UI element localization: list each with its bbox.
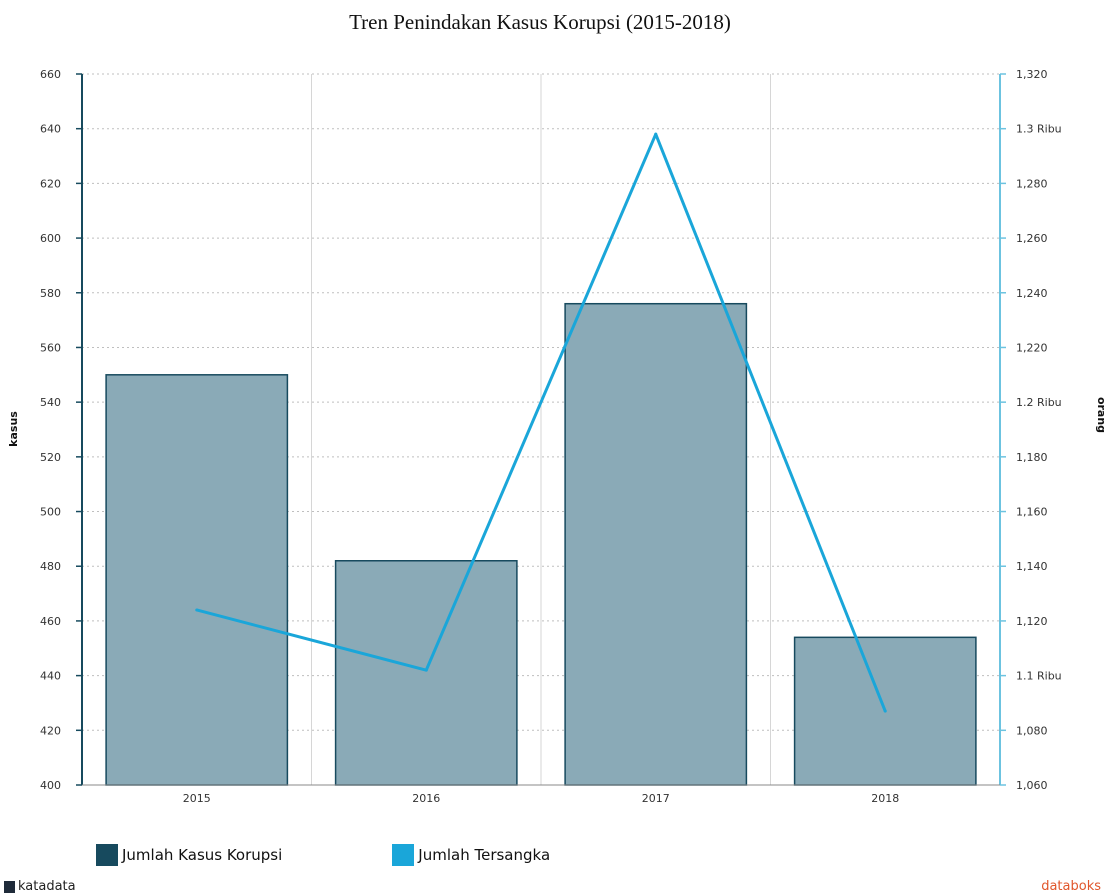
left-tick-label: 620 xyxy=(40,177,61,190)
katadata-icon xyxy=(4,880,15,893)
bar xyxy=(334,560,518,786)
left-tick-label: 540 xyxy=(40,396,61,409)
x-tick-label: 2018 xyxy=(871,792,899,805)
x-tick-label: 2017 xyxy=(642,792,670,805)
x-axis-ticks: 2015 2016 2017 2018 xyxy=(183,792,900,805)
legend-label-line: Jumlah Tersangka xyxy=(418,846,551,864)
legend-label-bar: Jumlah Kasus Korupsi xyxy=(122,846,283,864)
right-tick-label: 1,240 xyxy=(1016,287,1048,300)
databoks-logo: databoks xyxy=(1041,879,1101,894)
left-tick-label: 640 xyxy=(40,123,61,136)
series-line xyxy=(196,132,887,712)
legend-item-line[interactable]: Jumlah Tersangka xyxy=(392,844,550,866)
right-tick-label: 1,160 xyxy=(1016,506,1048,519)
left-tick-label: 460 xyxy=(40,615,61,628)
legend-swatch-bar xyxy=(96,844,118,866)
x-tick-label: 2015 xyxy=(183,792,211,805)
katadata-logo: katadata xyxy=(4,879,76,894)
right-tick-label: 1,280 xyxy=(1016,177,1048,190)
legend: Jumlah Kasus Korupsi Jumlah Tersangka xyxy=(96,842,550,868)
right-tick-label: 1.3 Ribu xyxy=(1016,123,1062,136)
left-tick-label: 440 xyxy=(40,670,61,683)
right-tick-label: 1,180 xyxy=(1016,451,1048,464)
katadata-text: katadata xyxy=(18,879,76,894)
right-tick-label: 1.1 Ribu xyxy=(1016,670,1062,683)
left-tick-label: 560 xyxy=(40,341,61,354)
left-tick-label: 520 xyxy=(40,451,61,464)
left-tick-label: 400 xyxy=(40,779,61,792)
axes xyxy=(81,74,1001,786)
right-axis-title: orang xyxy=(1095,397,1108,433)
right-tick-label: 1,120 xyxy=(1016,615,1048,628)
bar xyxy=(105,374,289,786)
bar-series xyxy=(105,302,977,786)
bar xyxy=(564,302,748,786)
right-tick-label: 1,060 xyxy=(1016,779,1048,792)
left-tick-label: 600 xyxy=(40,232,61,245)
left-tick-label: 420 xyxy=(40,724,61,737)
left-tick-label: 660 xyxy=(40,68,61,81)
bar xyxy=(793,636,977,786)
left-axis-ticks: 400 420 440 460 480 500 520 540 560 580 600 620 640 6… xyxy=(40,68,82,792)
left-tick-label: 580 xyxy=(40,287,61,300)
right-axis-ticks: 1,060 1,080 1.1 Ribu 1,120 1,140 1,160 1,180 1.… xyxy=(1000,68,1062,792)
line-series xyxy=(195,132,887,713)
right-tick-label: 1,140 xyxy=(1016,560,1048,573)
right-tick-label: 1,220 xyxy=(1016,341,1048,354)
legend-swatch-line xyxy=(392,844,415,866)
line-point xyxy=(883,709,887,713)
right-tick-label: 1,080 xyxy=(1016,724,1048,737)
right-tick-label: 1.2 Ribu xyxy=(1016,396,1062,409)
left-axis-title: kasus xyxy=(7,411,20,447)
left-tick-label: 500 xyxy=(40,506,61,519)
line-point xyxy=(195,608,199,612)
left-tick-label: 480 xyxy=(40,560,61,573)
line-point xyxy=(424,668,428,672)
chart-title: Tren Penindakan Kasus Korupsi (2015-2018… xyxy=(349,10,731,34)
right-tick-label: 1,320 xyxy=(1016,68,1048,81)
x-tick-label: 2016 xyxy=(412,792,440,805)
line-point xyxy=(654,132,658,136)
databoks-text: databoks xyxy=(1041,879,1101,894)
right-tick-label: 1,260 xyxy=(1016,232,1048,245)
legend-item-bar[interactable]: Jumlah Kasus Korupsi xyxy=(96,844,282,866)
